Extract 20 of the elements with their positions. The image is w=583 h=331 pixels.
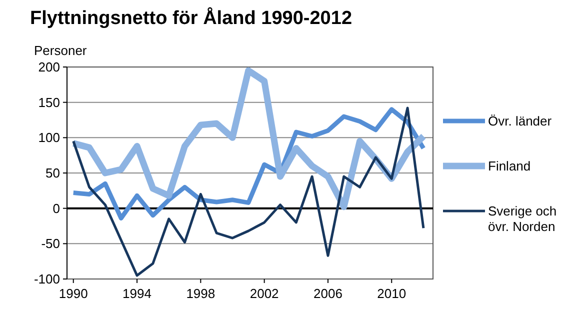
line-series — [71, 107, 426, 220]
y-tick-label: -50 — [41, 236, 60, 252]
x-tick-label: 1994 — [122, 286, 152, 301]
y-tick-label: 150 — [38, 94, 60, 110]
y-tick-label: 200 — [38, 60, 60, 75]
chart-title: Flyttningsnetto för Åland 1990-2012 — [30, 7, 352, 29]
x-tick-label: 2010 — [377, 286, 406, 301]
y-axis-title: Personer — [34, 43, 88, 58]
y-tick-label: 50 — [46, 166, 60, 181]
x-tick-label: 1990 — [58, 286, 88, 301]
y-tick-label: 0 — [52, 200, 60, 216]
y-tick-label: 100 — [38, 130, 60, 146]
x-tick-label: 1998 — [186, 286, 216, 301]
y-tick-label: -100 — [34, 272, 60, 287]
line-series — [72, 106, 425, 277]
legend-label: Övr. länder — [488, 114, 552, 129]
x-tick-label: 2002 — [250, 286, 279, 301]
x-tick-label: 2006 — [314, 286, 342, 301]
legend-label: Sverige och övr. Norden — [488, 204, 557, 234]
legend-label: Finland — [488, 158, 531, 174]
